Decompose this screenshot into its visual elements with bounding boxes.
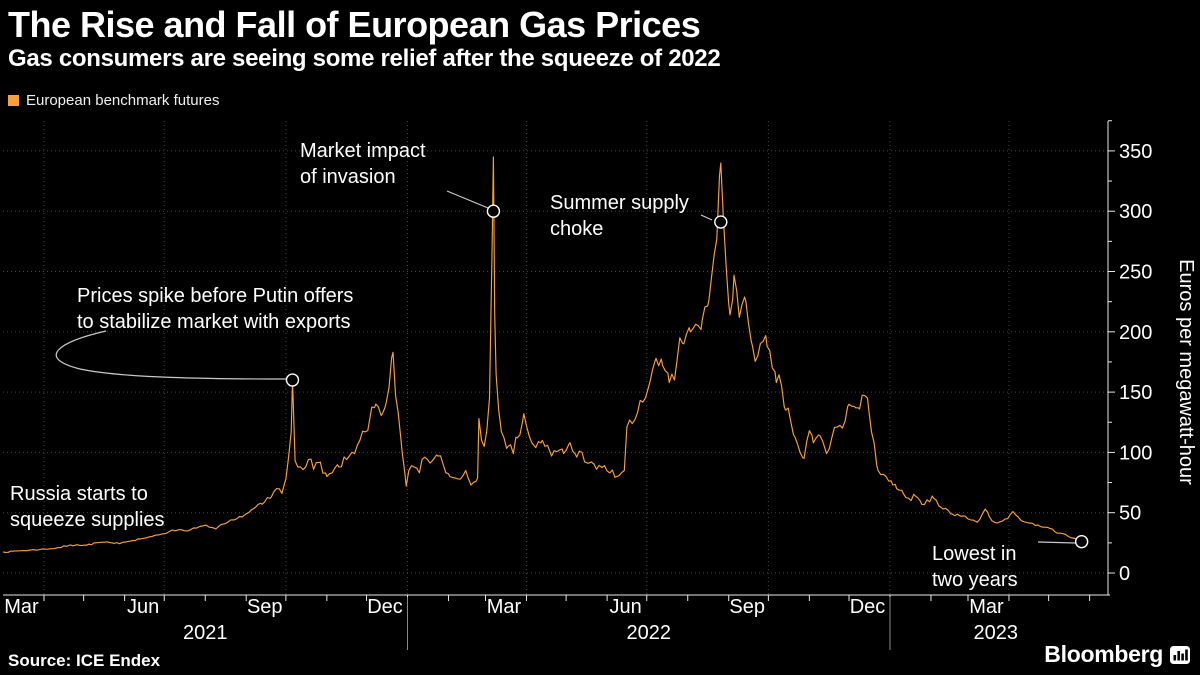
leader-line bbox=[446, 190, 489, 209]
price-line bbox=[2, 156, 1082, 553]
annotation-lowest: Lowest in two years bbox=[932, 541, 1018, 593]
year-separators bbox=[407, 597, 891, 650]
axes bbox=[3, 120, 1115, 601]
annotation-line: Russia starts to bbox=[10, 483, 148, 505]
annotation-line: choke bbox=[550, 218, 604, 240]
annotation-line: Lowest in bbox=[932, 543, 1017, 565]
annotation-line: two years bbox=[932, 569, 1018, 591]
leader-line bbox=[700, 214, 713, 221]
y-tick-label: 100 bbox=[1119, 442, 1152, 464]
x-tick-label: Mar bbox=[4, 596, 39, 618]
page-title: The Rise and Fall of European Gas Prices bbox=[8, 4, 701, 45]
x-tick-label: Jun bbox=[609, 596, 641, 618]
x-tick-label: Jun bbox=[127, 596, 159, 618]
annotation-markers bbox=[55, 190, 1089, 549]
x-tick-label: Mar bbox=[969, 596, 1004, 618]
bloomberg-chart-icon bbox=[1170, 645, 1190, 664]
annotation-summer-choke: Summer supply choke bbox=[550, 190, 689, 242]
x-tick-label: Sep bbox=[247, 596, 283, 618]
y-tick-label: 200 bbox=[1119, 322, 1152, 344]
annotation-line: to stabilize market with exports bbox=[77, 311, 351, 333]
y-tick-label: 350 bbox=[1119, 141, 1152, 163]
legend-swatch-icon bbox=[8, 95, 19, 106]
annotation-line: Summer supply bbox=[550, 192, 689, 214]
annotation-circle-summer-choke bbox=[714, 215, 728, 229]
axis-labels: 0 50 100 150 200 250 300 350 Mar Jun Sep Dec Mar Jun S… bbox=[4, 141, 1197, 644]
annotation-line: Prices spike before Putin offers bbox=[77, 285, 354, 307]
annotation-circle-lowest bbox=[1074, 534, 1089, 549]
y-axis-title: Euros per megawatt-hour bbox=[1175, 259, 1197, 485]
year-label: 2021 bbox=[183, 622, 228, 644]
year-label: 2022 bbox=[626, 622, 671, 644]
annotation-line: Market impact bbox=[300, 140, 426, 162]
legend: European benchmark futures bbox=[8, 92, 219, 109]
annotation-line: squeeze supplies bbox=[10, 509, 165, 531]
gridlines bbox=[3, 121, 1108, 595]
annotation-putin-offer: Prices spike before Putin offers to stab… bbox=[77, 283, 353, 335]
annotation-circle-invasion bbox=[486, 204, 501, 218]
y-tick-label: 50 bbox=[1119, 503, 1141, 525]
leader-line bbox=[55, 330, 287, 380]
annotation-line: of invasion bbox=[300, 166, 396, 188]
page-subtitle: Gas consumers are seeing some relief aft… bbox=[8, 45, 721, 72]
y-tick-label: 250 bbox=[1119, 262, 1152, 284]
bloomberg-logo: Bloomberg bbox=[1044, 641, 1163, 667]
annotation-russia-squeeze: Russia starts to squeeze supplies bbox=[10, 481, 165, 533]
annotation-circle-putin-offer bbox=[285, 373, 300, 387]
leader-line bbox=[1037, 541, 1077, 544]
x-tick-label: Mar bbox=[487, 596, 522, 618]
x-tick-label: Sep bbox=[729, 596, 765, 618]
legend-label: European benchmark futures bbox=[26, 92, 220, 109]
year-label: 2023 bbox=[973, 622, 1018, 644]
y-tick-label: 300 bbox=[1119, 201, 1152, 223]
y-tick-label: 0 bbox=[1119, 563, 1130, 585]
y-tick-label: 150 bbox=[1119, 382, 1152, 404]
annotation-invasion: Market impact of invasion bbox=[300, 138, 426, 190]
x-tick-label: Dec bbox=[367, 596, 403, 618]
x-tick-label: Dec bbox=[850, 596, 886, 618]
source-note: Source: ICE Endex bbox=[8, 651, 161, 670]
bloomberg-brand: Bloomberg bbox=[1044, 641, 1190, 668]
